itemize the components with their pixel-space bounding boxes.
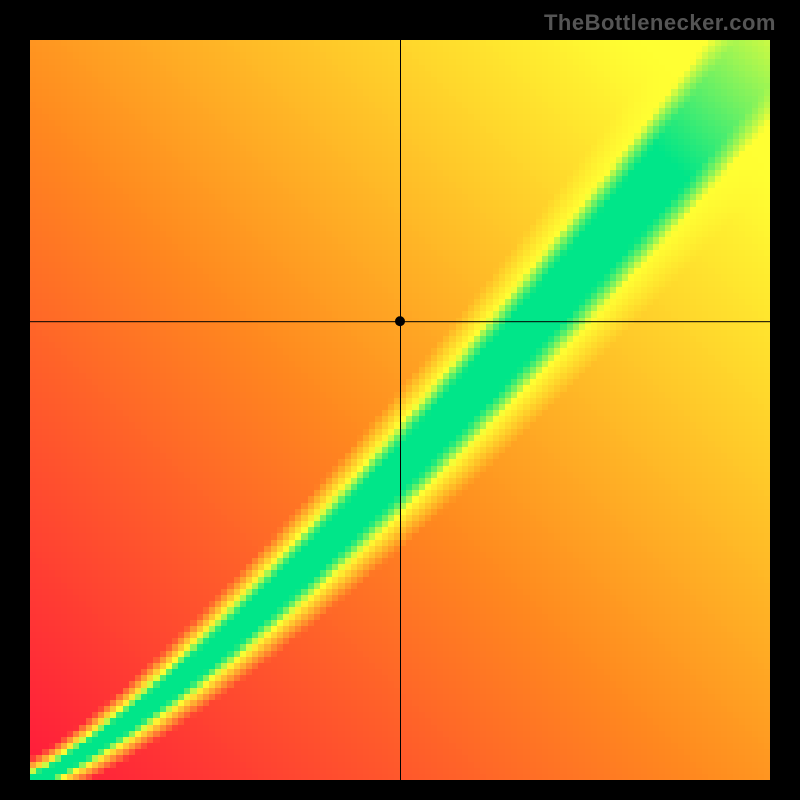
watermark-text: TheBottlenecker.com [544, 10, 776, 36]
chart-container: TheBottlenecker.com [0, 0, 800, 800]
heatmap-canvas [0, 0, 800, 800]
